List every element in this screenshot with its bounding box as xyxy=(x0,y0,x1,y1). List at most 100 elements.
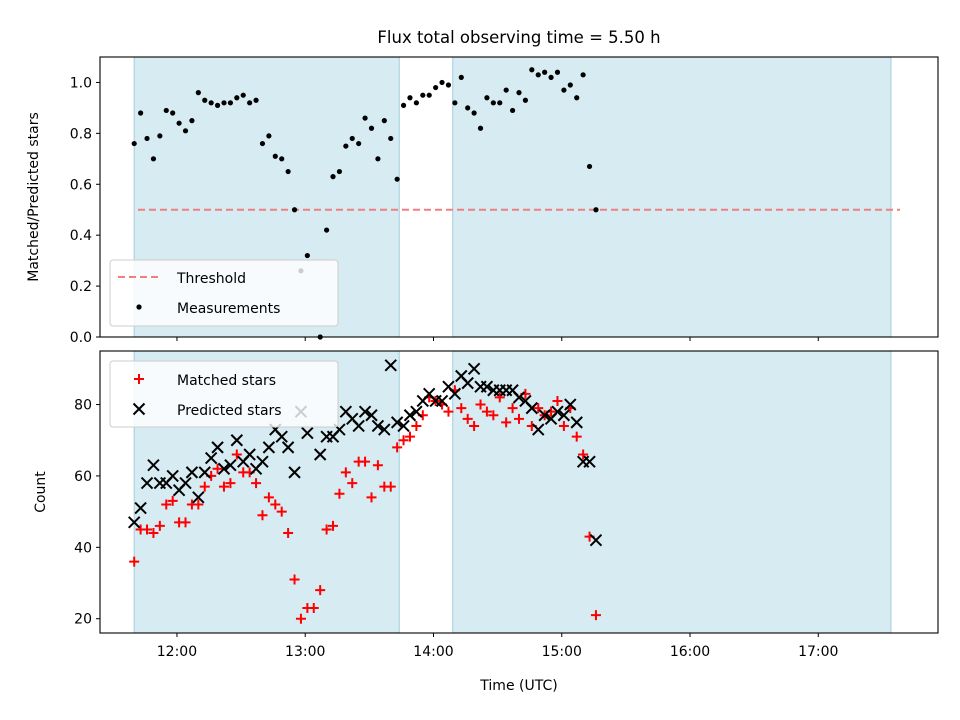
y-tick-label: 20 xyxy=(74,612,92,628)
predicted-star-point xyxy=(358,405,372,418)
measurement-point xyxy=(195,90,201,96)
predicted-star-point xyxy=(262,441,276,454)
measurement-point xyxy=(214,102,221,108)
measurement-point xyxy=(452,100,458,106)
count-points xyxy=(127,359,603,624)
predicted-star-point xyxy=(532,423,545,436)
matched-star-point xyxy=(514,413,524,424)
observing-window xyxy=(452,57,891,337)
measurement-point xyxy=(266,133,272,139)
measurement-point xyxy=(445,82,452,88)
predicted-star-point xyxy=(403,409,417,422)
matched-star-point xyxy=(462,413,473,424)
matched-star-point xyxy=(328,520,339,531)
measurement-point xyxy=(484,95,490,101)
predicted-star-point xyxy=(301,426,314,440)
predicted-star-point xyxy=(198,466,211,479)
matched-star-point xyxy=(167,495,178,506)
predicted-star-point xyxy=(243,448,256,461)
measurement-point xyxy=(304,252,310,259)
measurement-point xyxy=(554,69,561,75)
matched-star-point xyxy=(148,528,159,539)
legend-measurement-label: Measurements xyxy=(177,301,280,317)
predicted-star-point xyxy=(390,416,404,429)
predicted-star-point xyxy=(589,533,603,547)
matched-star-point xyxy=(129,556,140,567)
matched-star-point xyxy=(218,481,229,492)
legend-matched-swatch xyxy=(134,374,144,384)
measurement-point xyxy=(516,90,522,96)
predicted-star-point xyxy=(288,466,301,479)
measurement-point xyxy=(471,110,477,116)
matched-star-point xyxy=(590,610,601,621)
predicted-star-point xyxy=(211,441,224,454)
matched-star-point xyxy=(161,499,172,510)
matched-star-point xyxy=(283,528,294,539)
measurement-point xyxy=(234,95,240,101)
predicted-star-point xyxy=(378,423,391,436)
measurement-point xyxy=(394,176,400,182)
x-tick-label: 15:00 xyxy=(542,644,582,660)
matched-star-point xyxy=(533,403,544,414)
count-plot-frame xyxy=(99,350,939,634)
measurement-point xyxy=(144,135,150,142)
matched-star-point xyxy=(366,492,377,503)
measurement-point xyxy=(593,207,599,213)
measurement-point xyxy=(343,143,349,149)
y-tick-label: 0.4 xyxy=(70,228,92,244)
measurement-point xyxy=(150,156,157,162)
predicted-star-point xyxy=(275,430,288,443)
predicted-star-point xyxy=(551,405,564,418)
measurement-point xyxy=(535,72,541,78)
matched-star-point xyxy=(456,403,467,414)
predicted-star-point xyxy=(166,469,179,483)
measurement-point xyxy=(279,156,285,162)
matched-star-point xyxy=(552,395,563,406)
measurement-point xyxy=(426,92,432,98)
matched-star-point xyxy=(475,399,486,410)
matched-star-point xyxy=(340,467,351,478)
predicted-star-point xyxy=(313,448,327,461)
x-tick-label: 14:00 xyxy=(413,644,453,660)
measurement-point xyxy=(388,135,394,142)
matched-star-point xyxy=(411,420,422,431)
measurement-point xyxy=(227,100,234,106)
measurement-point xyxy=(131,140,137,147)
predicted-star-point xyxy=(435,394,449,408)
y-tick-label: 0.0 xyxy=(70,330,92,346)
measurement-point xyxy=(433,84,439,91)
matched-star-point xyxy=(251,478,262,489)
y-tick-label: 1.0 xyxy=(70,75,92,91)
predicted-star-point xyxy=(467,362,481,376)
predicted-star-point xyxy=(281,441,295,454)
legend-predicted-label: Predicted stars xyxy=(177,403,282,419)
matched-star-point xyxy=(154,520,165,531)
measurement-point xyxy=(586,163,593,170)
measurement-point xyxy=(413,100,419,106)
measurement-point xyxy=(285,168,291,175)
y-tick-label: 80 xyxy=(74,398,92,414)
measurement-point xyxy=(375,156,381,162)
measurement-point xyxy=(567,82,573,88)
x-axis-label: Time (UTC) xyxy=(479,678,557,694)
predicted-star-point xyxy=(134,501,147,515)
predicted-star-point xyxy=(410,405,423,418)
matched-star-point xyxy=(372,460,383,471)
measurement-point xyxy=(157,133,163,139)
predicted-star-point xyxy=(179,476,192,490)
count-y-ticks: 20 40 60 80 xyxy=(74,398,100,628)
measurement-point xyxy=(420,92,426,98)
matched-star-point xyxy=(443,406,454,417)
matched-star-point xyxy=(398,435,409,446)
legend-predicted-swatch xyxy=(132,402,146,416)
measurement-point xyxy=(400,102,407,108)
ratio-plot-frame xyxy=(99,56,939,338)
matched-star-point xyxy=(488,410,499,421)
predicted-star-point xyxy=(397,419,410,433)
matched-star-point xyxy=(334,488,345,499)
measurement-point xyxy=(561,87,567,93)
measurement-point xyxy=(336,168,343,175)
ratio-y-axis-label: Matched/Predicted stars xyxy=(26,112,42,282)
matched-star-point xyxy=(193,499,204,510)
